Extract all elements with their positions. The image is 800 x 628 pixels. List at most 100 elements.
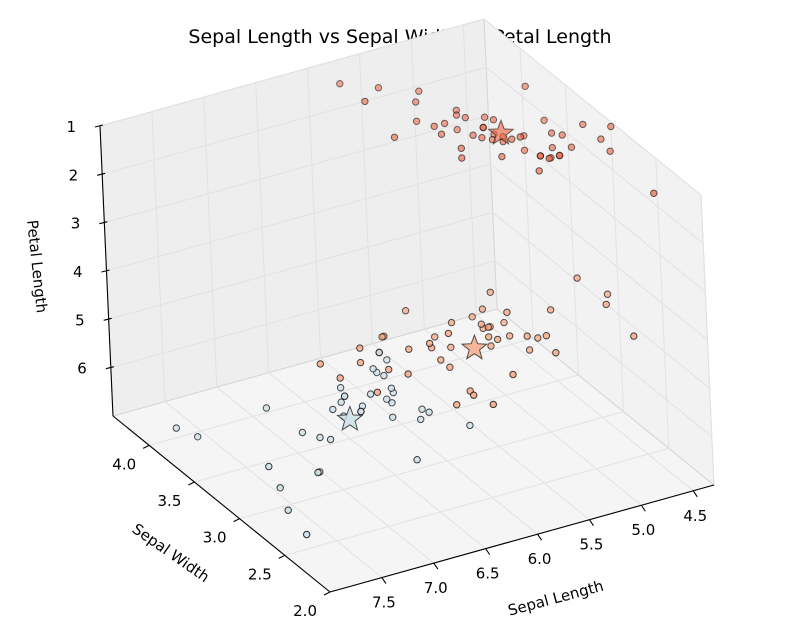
- data-point: [437, 130, 446, 138]
- z-gridline: [99, 18, 702, 196]
- data-point: [316, 433, 324, 442]
- y-tick: [233, 518, 240, 523]
- data-point: [536, 152, 545, 160]
- data-point: [417, 415, 425, 424]
- x-tick: [485, 548, 491, 555]
- z-tick-label: 1: [66, 118, 76, 136]
- y-tick-label: 4.0: [112, 455, 136, 473]
- data-point: [388, 399, 396, 407]
- x-tick-label: 7.0: [424, 579, 448, 597]
- data-point: [486, 288, 494, 296]
- data-point: [525, 346, 534, 354]
- data-point: [453, 401, 461, 409]
- data-point: [479, 123, 487, 132]
- data-point: [361, 97, 369, 106]
- z-tick: [94, 124, 104, 128]
- data-point: [374, 84, 383, 92]
- data-point: [329, 405, 337, 414]
- data-point: [485, 333, 493, 341]
- y-axis-label: Sepal Width: [129, 520, 213, 586]
- data-point: [336, 384, 345, 392]
- z-tick: [97, 172, 106, 176]
- data-point: [336, 80, 344, 88]
- data-point: [415, 87, 423, 95]
- data-point: [418, 405, 426, 413]
- y-tick-label: 2.5: [248, 565, 272, 583]
- data-point: [357, 407, 365, 416]
- data-point: [498, 152, 506, 161]
- z-tick: [103, 317, 112, 321]
- data-point: [337, 398, 345, 406]
- x-tick: [433, 562, 439, 570]
- data-point: [506, 332, 514, 340]
- data-point: [425, 339, 434, 348]
- data-point: [336, 374, 344, 382]
- data-point: [523, 332, 531, 340]
- data-point: [452, 111, 461, 119]
- data-point: [356, 344, 364, 352]
- data-point: [542, 332, 551, 340]
- data-point: [606, 147, 614, 155]
- data-point: [493, 335, 502, 344]
- data-point: [366, 390, 375, 398]
- data-point: [597, 135, 605, 143]
- z-gridline: [106, 163, 708, 341]
- y-tick: [142, 444, 150, 449]
- data-point: [385, 365, 393, 374]
- y-tick-label: 3.5: [158, 492, 182, 510]
- data-point: [380, 371, 388, 380]
- z-gridline: [110, 260, 713, 438]
- z-axis-label: Petal Length: [23, 219, 51, 314]
- data-point: [478, 134, 486, 142]
- z-tick: [99, 221, 108, 225]
- data-point: [535, 167, 543, 175]
- data-point: [477, 320, 485, 328]
- data-point: [516, 133, 524, 141]
- data-point: [478, 305, 487, 313]
- data-point: [508, 135, 516, 143]
- centroid-star: [487, 118, 515, 146]
- data-point: [265, 462, 273, 471]
- z-tick-label: 6: [77, 360, 87, 378]
- z-tick-label: 5: [75, 311, 85, 329]
- data-point: [412, 117, 421, 126]
- y-tick: [323, 591, 331, 596]
- data-point: [457, 144, 465, 153]
- x-tick-label: 7.5: [372, 594, 396, 612]
- data-point: [412, 98, 420, 106]
- data-point: [373, 388, 382, 396]
- data-point: [650, 189, 658, 198]
- data-point: [545, 154, 553, 163]
- x-tick-label: 6.5: [476, 565, 500, 583]
- data-point: [500, 318, 508, 327]
- data-point: [546, 306, 555, 314]
- data-point: [437, 356, 445, 364]
- data-point: [340, 392, 349, 400]
- data-point: [383, 395, 391, 403]
- data-point: [484, 323, 492, 331]
- data-point: [383, 356, 391, 364]
- data-point: [284, 506, 292, 514]
- data-point: [579, 120, 587, 129]
- x-tick: [640, 504, 646, 512]
- data-point: [404, 370, 412, 378]
- centroid-star: [336, 404, 364, 432]
- centroid-star: [460, 333, 489, 360]
- data-point: [430, 122, 438, 131]
- data-point: [509, 370, 517, 379]
- data-point: [458, 154, 466, 162]
- data-point: [378, 333, 386, 341]
- data-point: [520, 146, 529, 155]
- data-point: [314, 468, 322, 477]
- data-point: [558, 131, 566, 139]
- data-point: [603, 290, 612, 298]
- data-point: [375, 348, 383, 357]
- data-point: [469, 131, 477, 139]
- data-point: [461, 113, 469, 122]
- data-point: [316, 360, 324, 368]
- data-point: [298, 428, 307, 437]
- data-point: [540, 116, 548, 125]
- data-point: [431, 333, 439, 341]
- y-tick-label: 3.0: [203, 529, 227, 547]
- data-point: [401, 307, 410, 315]
